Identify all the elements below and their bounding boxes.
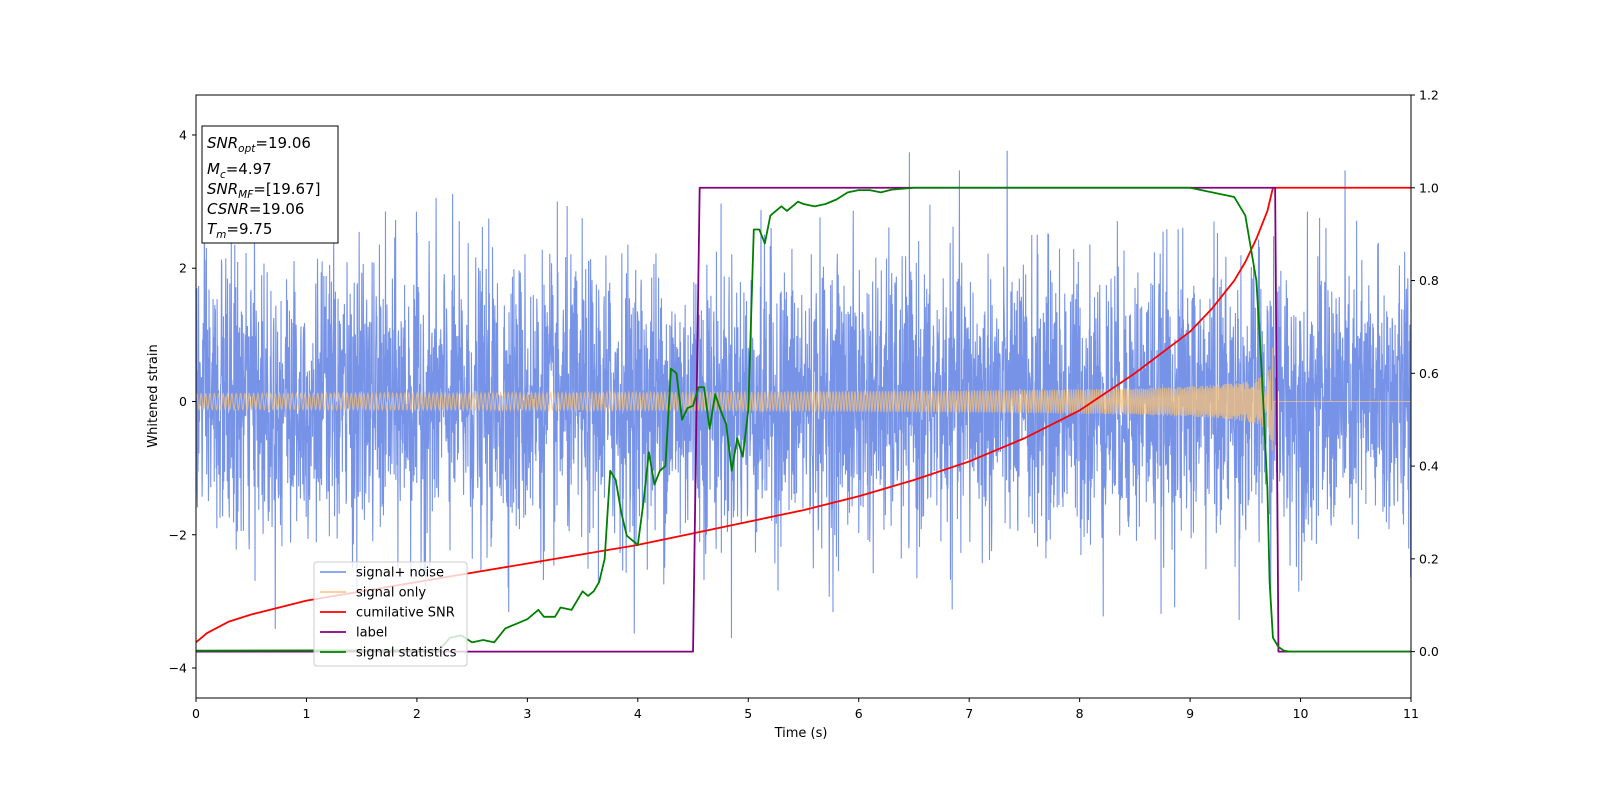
x-tick-label: 4 [634,706,642,721]
y-right-tick-label: 0.2 [1419,551,1439,566]
annotation-line: CSNR=19.06 [207,200,304,218]
annotation-box: SNRopt=19.06 Mc=4.97SNRMF=[19.67]CSNR=19.… [201,125,339,244]
y-left-tick-label: 2 [179,261,187,276]
x-tick-label: 0 [192,706,200,721]
legend-label: label [356,626,387,641]
legend-label: cumilative SNR [356,606,455,621]
plot-frame [195,94,1412,699]
legend-frame [313,561,468,667]
axes-layer: 0 1 2 3 4 5 6 7 8 9 10 11 −4 −2 0 2 4 0.0 0.2 0.4 0.6 0.8 1.0 1… [169,88,1439,722]
y-left-tick-label: −4 [169,661,187,676]
y-right-tick-label: 0.6 [1419,366,1439,381]
y-right-tick-label: 1.2 [1419,88,1439,103]
x-tick-label: 3 [523,706,531,721]
legend-label: signal only [356,586,426,601]
annotation-line: Mc=4.97 [207,160,272,181]
y-left-tick-label: −2 [169,527,187,542]
x-tick-label: 5 [744,706,752,721]
x-tick-label: 9 [1186,706,1194,721]
x-axis-label: Time (s) [774,726,828,741]
x-tick-label: 7 [965,706,973,721]
y-right-tick-label: 0.4 [1419,459,1439,474]
y-left-tick-label: 0 [179,394,187,409]
legend-label: signal+ noise [356,566,444,581]
y-right-tick-label: 0.0 [1419,644,1439,659]
x-tick-label: 8 [1076,706,1084,721]
series-signal-noise-line [196,150,1411,639]
annotation-frame [201,125,339,244]
series-signal-statistics-line [196,186,1411,653]
legend-label: signal statistics [356,646,457,661]
x-tick-label: 10 [1293,706,1309,721]
annotation-line: SNRMF=[19.67] [207,180,321,201]
y-right-tick-label: 0.8 [1419,273,1439,288]
x-tick-label: 2 [413,706,421,721]
y-right-tick-label: 1.0 [1419,180,1439,195]
y-axis-left-label: Whitened strain [146,344,161,447]
series-signal-only-line [196,347,1411,451]
annotation-line: Tm=9.75 [207,220,272,241]
y-left-tick-label: 4 [179,127,187,142]
annotation-line: SNRopt=19.06 [207,134,311,155]
x-tick-label: 11 [1403,706,1419,721]
x-tick-label: 6 [855,706,863,721]
x-tick-label: 1 [302,706,310,721]
legend: signal+ noise signal only cumilative SNR la… [313,561,468,667]
